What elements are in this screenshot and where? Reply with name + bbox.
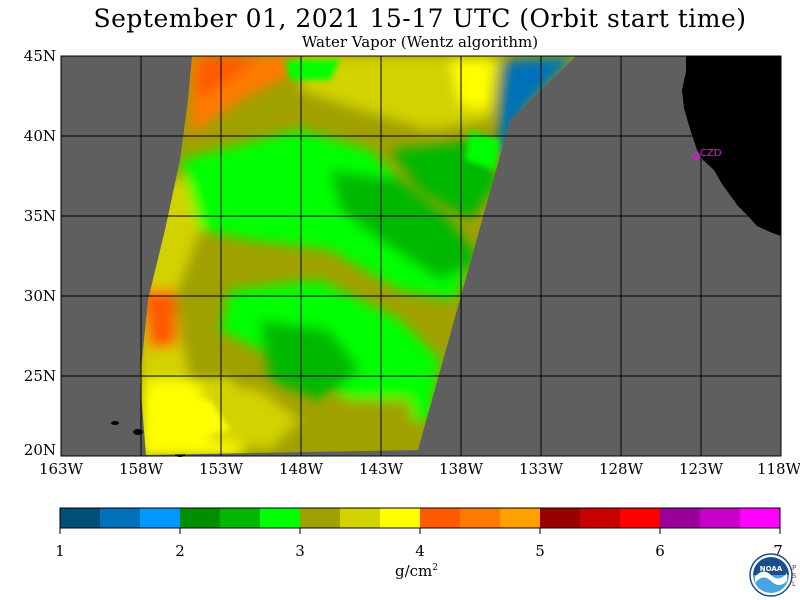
lon-label: 158W: [119, 460, 164, 478]
lon-label: 148W: [279, 460, 324, 478]
colorbar-tick-label: 1: [55, 542, 65, 560]
colorbar-swatch: [260, 508, 301, 528]
page-subtitle: Water Vapor (Wentz algorithm): [301, 33, 539, 51]
colorbar-tick-label: 3: [295, 542, 305, 560]
land-coast: [682, 56, 781, 236]
lat-label: 20N: [24, 441, 56, 459]
colorbar-swatch: [180, 508, 221, 528]
colorbar-swatch: [700, 508, 741, 528]
colorbar-swatch: [500, 508, 541, 528]
lon-label: 128W: [599, 460, 644, 478]
station-label: CZD: [700, 148, 722, 159]
colorbar-swatch: [420, 508, 461, 528]
lon-label: 133W: [519, 460, 564, 478]
noaa-logo: NOAA: [749, 553, 793, 597]
noaa-logo-text: NOAA: [760, 565, 783, 573]
lon-label: 153W: [199, 460, 244, 478]
lat-label: 35N: [24, 207, 56, 225]
lat-label: 25N: [24, 367, 56, 385]
colorbar-swatch: [60, 508, 101, 528]
lon-label: 163W: [39, 460, 84, 478]
colorbar-unit: g/cm2: [395, 562, 439, 580]
colorbar-swatch: [140, 508, 181, 528]
colorbar-swatch: [460, 508, 501, 528]
colorbar-tick-label: 4: [415, 542, 425, 560]
map-frame: [60, 55, 782, 457]
longitude-labels: 163W 158W 153W 148W 143W 138W 133W 128W 123W 118W: [39, 460, 800, 478]
colorbar-swatch: [220, 508, 261, 528]
colorbar-swatch: [580, 508, 621, 528]
lon-label: 143W: [359, 460, 404, 478]
colorbar-swatch: [740, 508, 781, 528]
lon-label: 123W: [679, 460, 724, 478]
colorbar-tick-label: 7: [773, 542, 783, 560]
colorbar-swatch: [100, 508, 141, 528]
colorbar-swatch: [660, 508, 701, 528]
colorbar-tick-label: 5: [535, 542, 545, 560]
lat-lon-grid: [61, 56, 781, 456]
lat-label: 45N: [24, 47, 56, 65]
lat-label: 30N: [24, 287, 56, 305]
latitude-labels: 45N 40N 35N 30N 25N 20N: [24, 47, 56, 459]
colorbar-swatch: [620, 508, 661, 528]
colorbar-swatch: [340, 508, 381, 528]
colorbar-swatch: [540, 508, 581, 528]
lon-label: 118W: [757, 460, 800, 478]
colorbar-swatch: [300, 508, 341, 528]
page-title: September 01, 2021 15-17 UTC (Orbit star…: [93, 4, 747, 33]
lat-label: 40N: [24, 127, 56, 145]
lon-label: 138W: [439, 460, 484, 478]
colorbar-tick-label: 2: [175, 542, 185, 560]
station-marker: CZD: [692, 148, 722, 160]
colorbar: [59, 507, 781, 534]
colorbar-swatch: [380, 508, 421, 528]
colorbar-tick-label: 6: [655, 542, 665, 560]
